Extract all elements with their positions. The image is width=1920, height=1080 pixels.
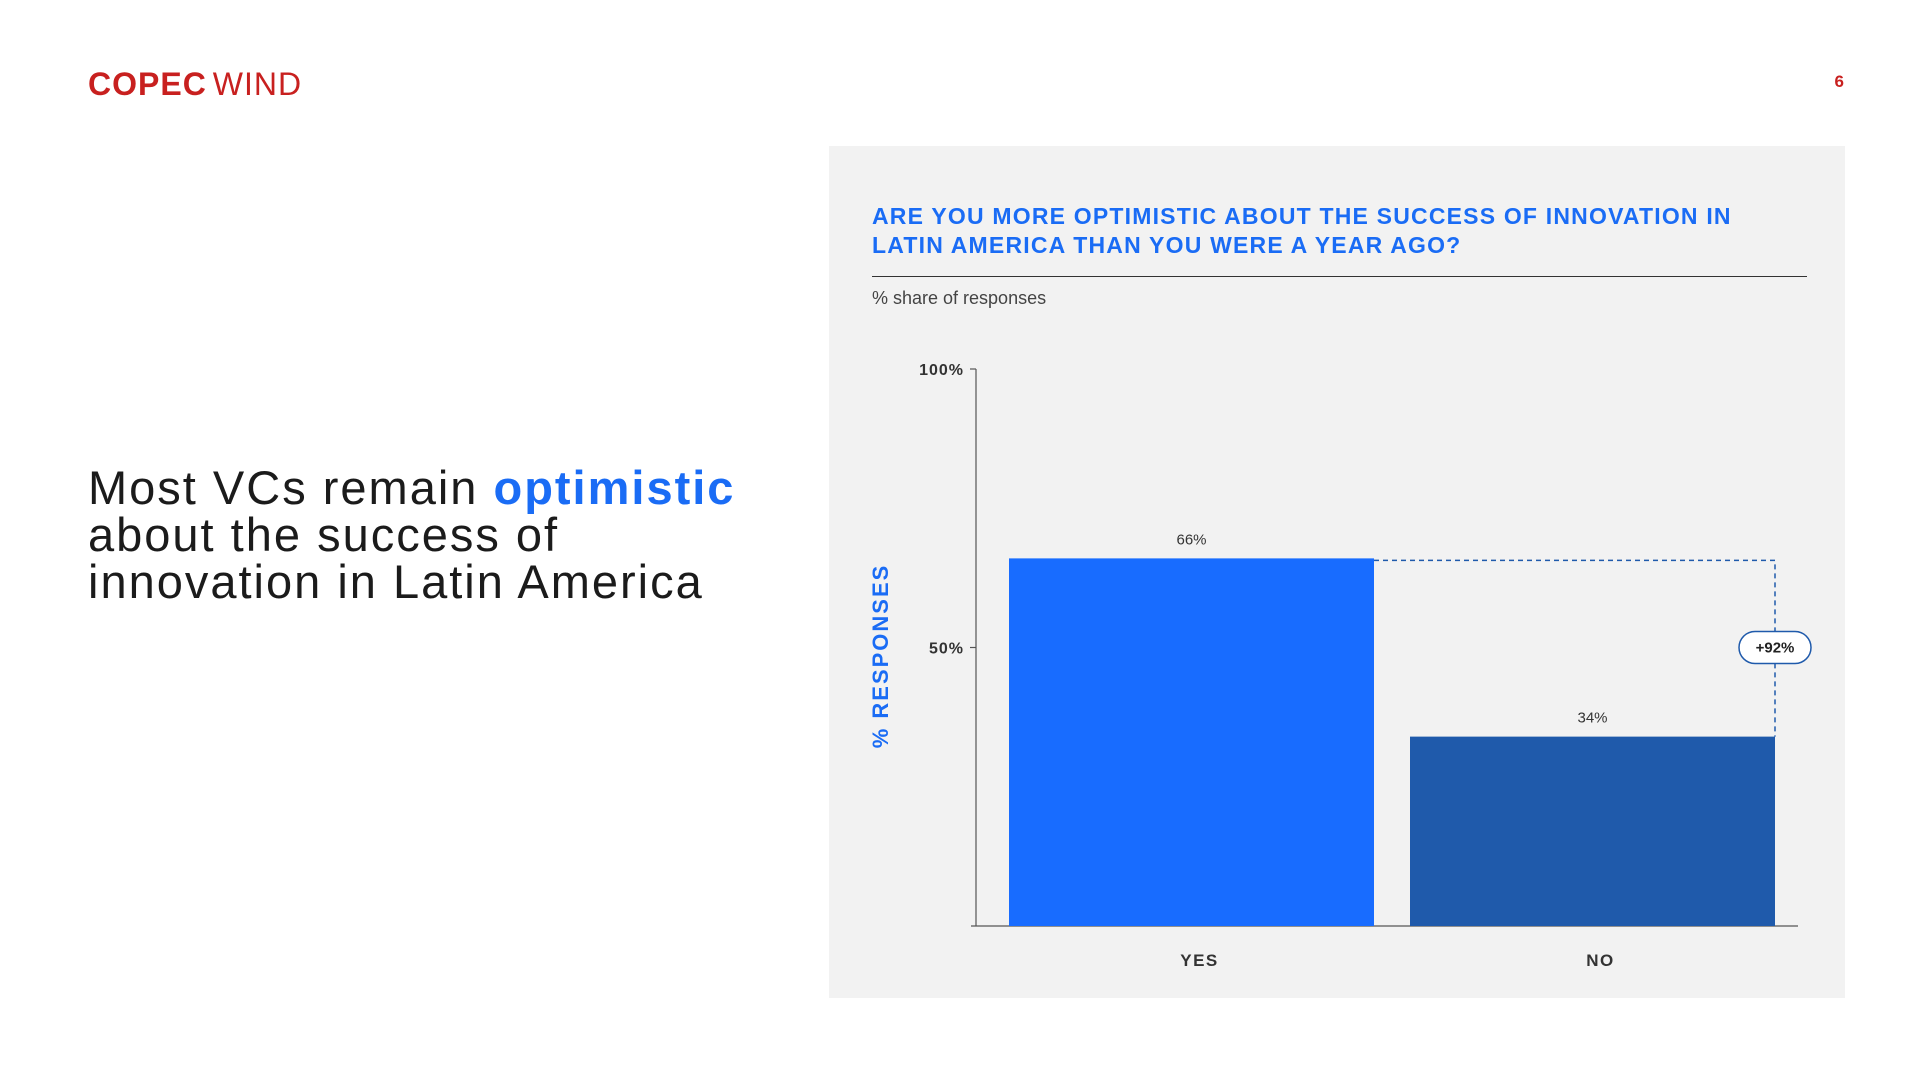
logo-copec-text: COPEC <box>88 66 207 102</box>
bar-chart: 50% 100% % RESPONSES 66% YES 34% NO +92% <box>868 362 1812 970</box>
headline-text-after: about the success of innovation in Latin… <box>88 508 704 608</box>
copec-wind-logo: COPEC WIND <box>88 66 302 103</box>
headline-text-before: Most VCs remain <box>88 461 494 514</box>
title-divider <box>872 276 1807 277</box>
chart-subtitle: % share of responses <box>872 288 1047 308</box>
x-tick-label: YES <box>1180 951 1219 970</box>
bar-yes <box>1009 558 1374 926</box>
annotation-label: +92% <box>1756 640 1795 657</box>
chart-panel: ARE YOU MORE OPTIMISTIC ABOUT THE SUCCES… <box>829 146 1845 998</box>
headline-accent-word: optimistic <box>493 461 736 514</box>
annotation-pill <box>1738 630 1812 665</box>
x-tick-label: NO <box>1586 951 1615 970</box>
page-number: 6 <box>1834 72 1844 91</box>
y-tick-label: 100% <box>919 362 964 379</box>
bar-value-label: 66% <box>1176 531 1206 548</box>
bar-no <box>1410 736 1775 926</box>
y-axis-title: % RESPONSES <box>868 564 893 749</box>
logo-wind-text: WIND <box>212 66 303 102</box>
comparison-bracket <box>1374 559 1776 737</box>
headline: Most VCs remain optimistic about the suc… <box>88 464 768 605</box>
y-tick-label: 50% <box>929 641 964 658</box>
bar-value-label: 34% <box>1577 710 1607 727</box>
chart-title: ARE YOU MORE OPTIMISTIC ABOUT THE SUCCES… <box>872 203 1732 258</box>
